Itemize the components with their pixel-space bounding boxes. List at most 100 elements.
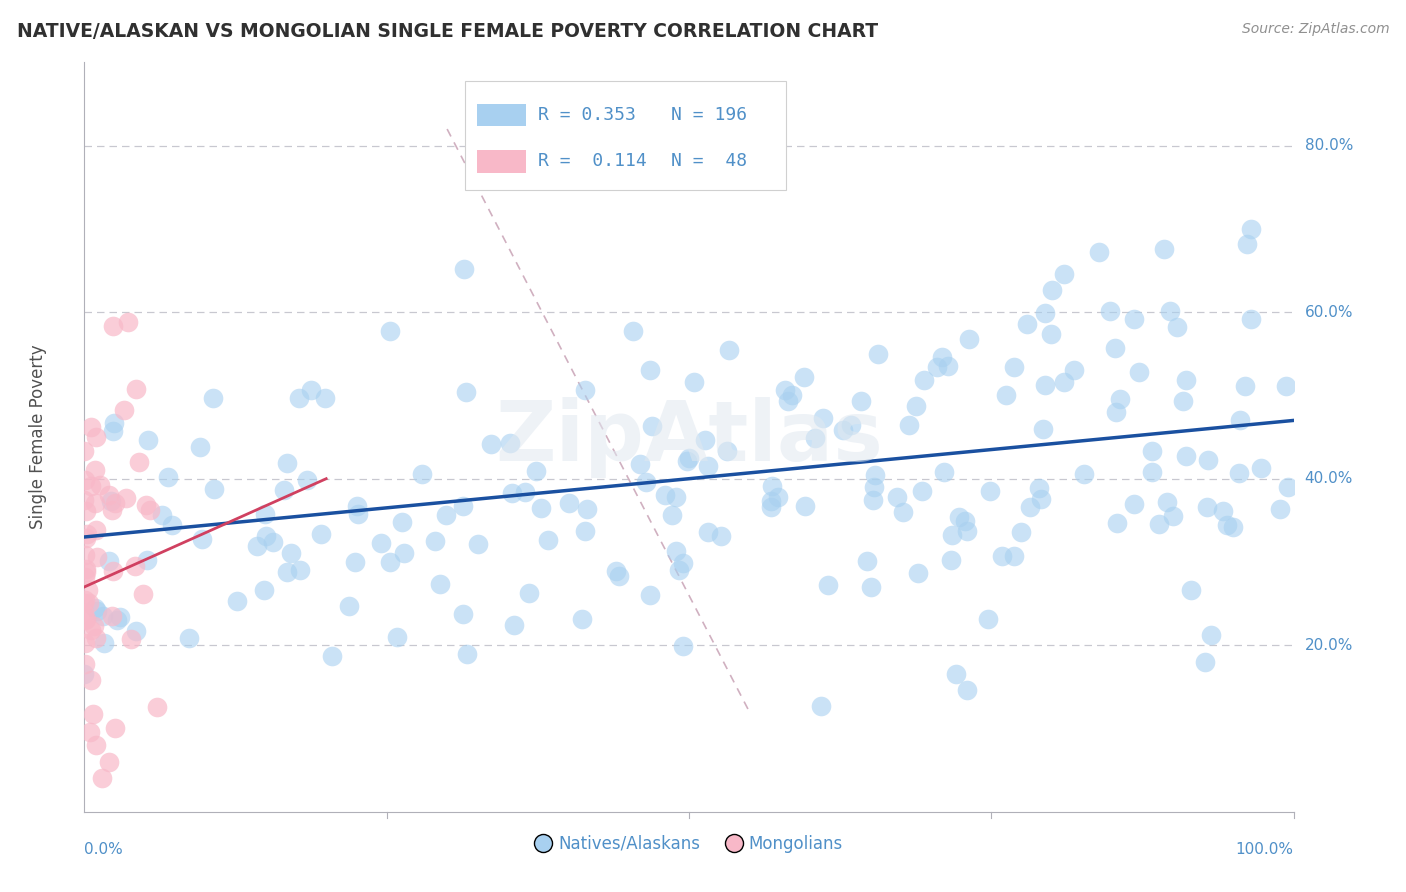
Text: 20.0%: 20.0% — [1305, 638, 1353, 653]
Point — [136, 552, 159, 566]
Point — [1240, 222, 1263, 236]
Point — [76, 526, 98, 541]
Point — [80, 623, 103, 637]
Point — [370, 536, 392, 550]
Point — [654, 487, 676, 501]
Point — [314, 392, 336, 406]
Point — [1140, 465, 1163, 479]
Point — [378, 324, 401, 338]
Point — [863, 480, 886, 494]
Legend: Natives/Alaskans, Mongolians: Natives/Alaskans, Mongolians — [529, 829, 849, 860]
Point — [693, 434, 716, 448]
Point — [1122, 311, 1144, 326]
Point — [146, 700, 169, 714]
Point — [571, 612, 593, 626]
Point — [1161, 508, 1184, 523]
Point — [831, 423, 853, 437]
Point — [773, 383, 796, 397]
Point — [927, 359, 949, 374]
Point — [1195, 500, 1218, 514]
Point — [811, 411, 834, 425]
Point — [73, 570, 96, 584]
Point — [1010, 524, 1032, 539]
Point — [1166, 320, 1188, 334]
Point — [810, 699, 832, 714]
Point — [73, 666, 96, 681]
Point — [75, 561, 97, 575]
Point — [124, 559, 146, 574]
Point — [766, 490, 789, 504]
Point — [1109, 392, 1132, 407]
Point — [378, 555, 401, 569]
Point — [295, 473, 318, 487]
Point — [851, 393, 873, 408]
Point — [1250, 460, 1272, 475]
Point — [337, 599, 360, 613]
Point — [97, 488, 120, 502]
Point — [759, 494, 782, 508]
Point — [202, 482, 225, 496]
Point — [907, 566, 929, 581]
Point — [128, 455, 150, 469]
Point — [73, 596, 96, 610]
Point — [517, 585, 540, 599]
Point — [73, 548, 96, 562]
Point — [1073, 467, 1095, 482]
Point — [1107, 516, 1129, 531]
Point — [104, 722, 127, 736]
Point — [716, 443, 738, 458]
Point — [1174, 449, 1197, 463]
Point — [1028, 481, 1050, 495]
Point — [574, 524, 596, 538]
Point — [759, 500, 782, 515]
Point — [202, 392, 225, 406]
Point — [467, 537, 489, 551]
Text: N =  48: N = 48 — [671, 153, 747, 170]
Point — [904, 400, 927, 414]
Point — [1212, 503, 1234, 517]
Point — [246, 540, 269, 554]
Point — [157, 469, 180, 483]
Point — [77, 596, 100, 610]
Point — [301, 383, 323, 397]
Bar — [478, 103, 526, 126]
Point — [73, 636, 96, 650]
Point — [1173, 393, 1195, 408]
Point — [956, 682, 979, 697]
Point — [110, 609, 132, 624]
Point — [136, 433, 159, 447]
Point — [262, 535, 284, 549]
Point — [941, 528, 963, 542]
Text: 80.0%: 80.0% — [1305, 138, 1353, 153]
Point — [886, 490, 908, 504]
Point — [451, 500, 474, 514]
Point — [948, 510, 970, 524]
Point — [100, 609, 122, 624]
Point — [537, 533, 560, 547]
Point — [392, 546, 415, 560]
Point — [93, 636, 115, 650]
Point — [863, 467, 886, 482]
Point — [79, 725, 101, 739]
Point — [776, 393, 799, 408]
Point — [125, 624, 148, 639]
Point — [661, 508, 683, 523]
Point — [288, 563, 311, 577]
Point — [86, 430, 108, 444]
Point — [79, 420, 101, 434]
Point — [83, 601, 105, 615]
Point — [160, 517, 183, 532]
Point — [498, 436, 520, 450]
Point — [1175, 373, 1198, 387]
Point — [280, 546, 302, 560]
Point — [391, 515, 413, 529]
Point — [273, 483, 295, 497]
Point — [190, 440, 212, 454]
Point — [276, 565, 298, 579]
Point — [131, 587, 153, 601]
Point — [225, 594, 247, 608]
Point — [941, 553, 963, 567]
Point — [73, 444, 96, 458]
Point — [73, 613, 96, 627]
Point — [411, 467, 433, 481]
